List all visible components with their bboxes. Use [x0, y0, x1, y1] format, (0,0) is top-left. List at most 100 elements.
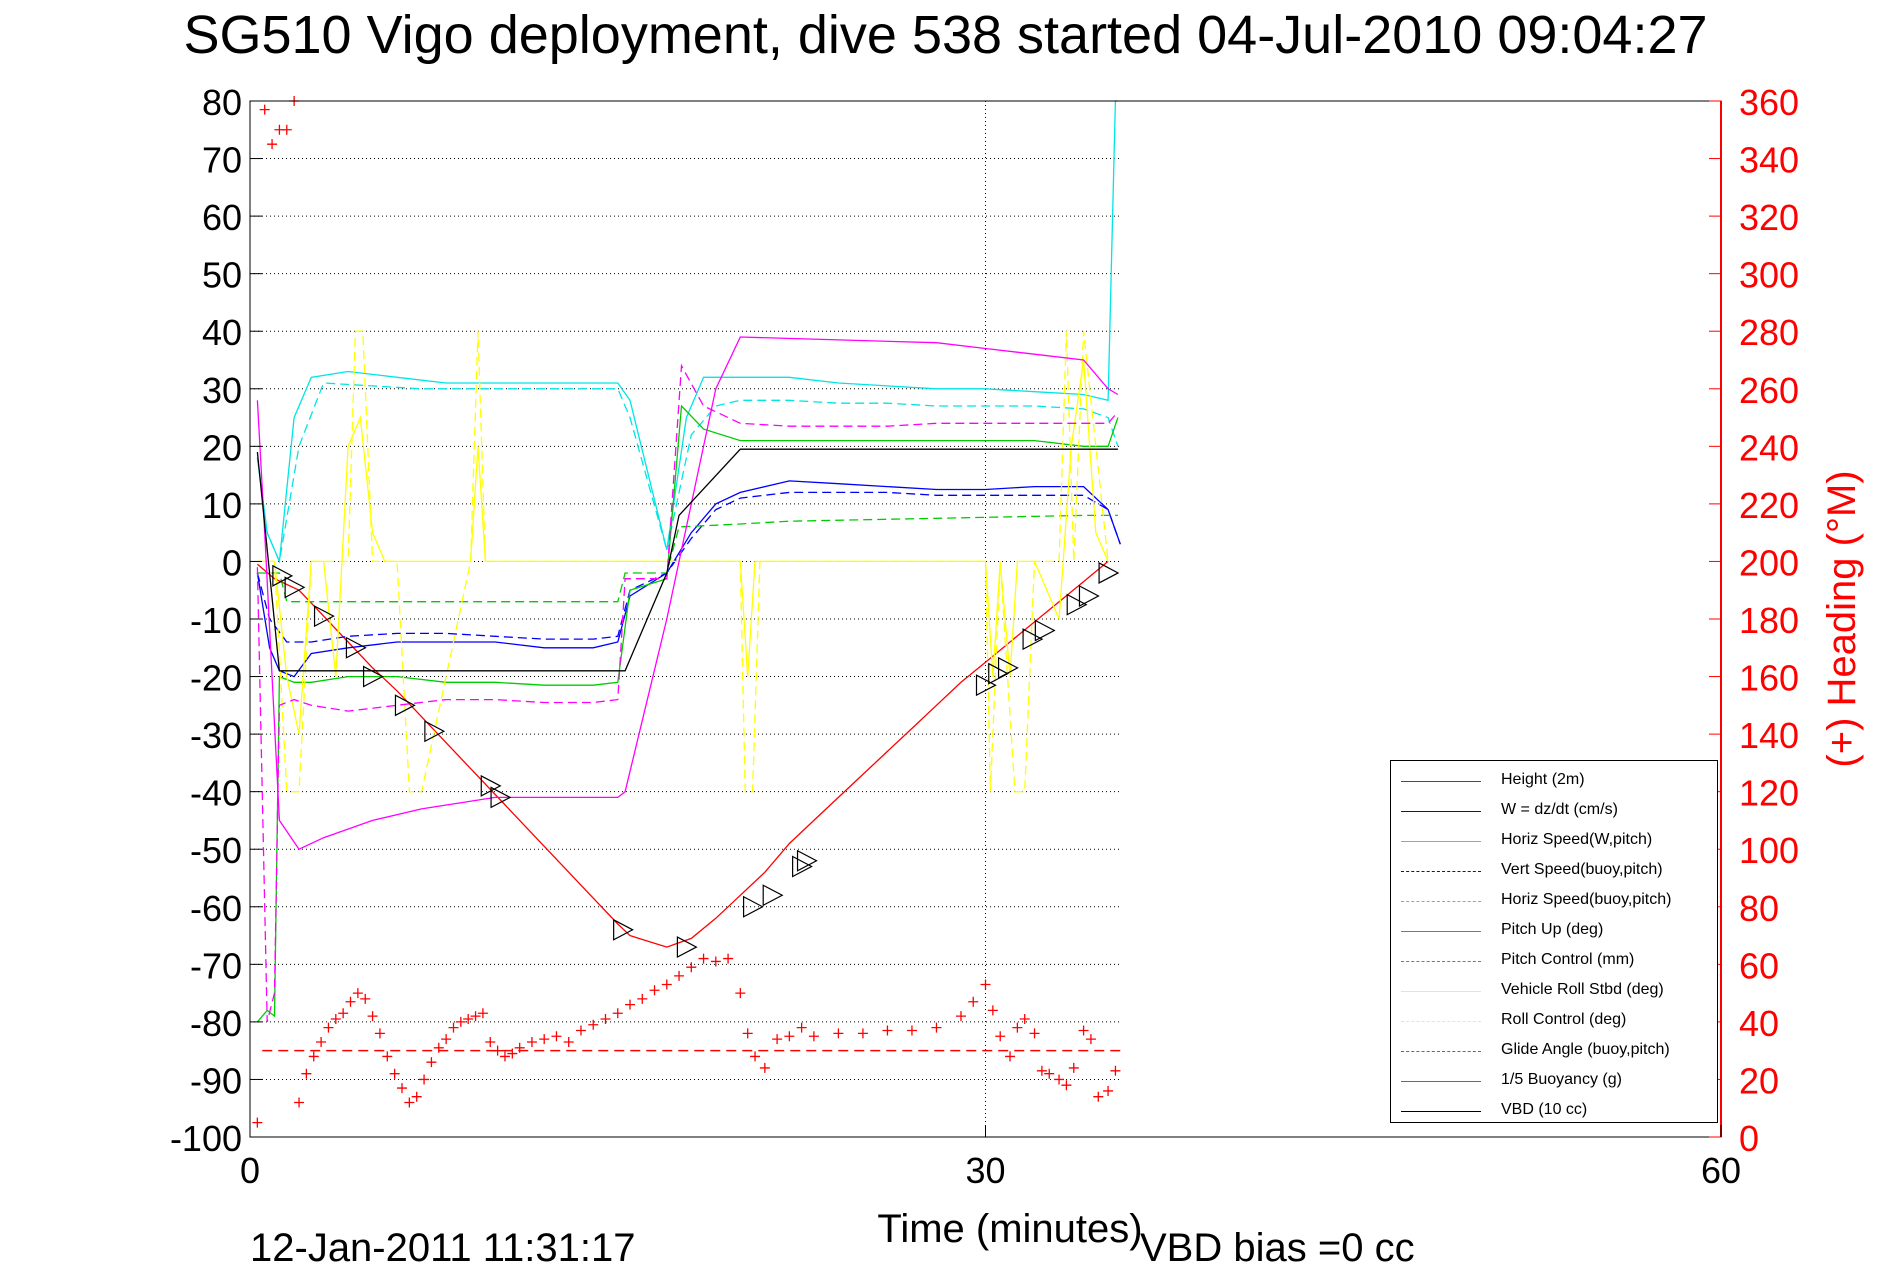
legend-entry: VBD (10 cc) [1391, 1097, 1717, 1127]
heading-point [1019, 1014, 1030, 1025]
heading-point [723, 953, 734, 964]
triangle-marker [424, 720, 446, 743]
y-tick-label: 40 [202, 312, 242, 353]
heading-point [448, 1022, 459, 1033]
y2-tick-label: 60 [1739, 945, 1779, 986]
y-tick-label: -10 [190, 600, 242, 641]
legend-entry: Vert Speed(buoy,pitch) [1391, 857, 1717, 887]
heading-point [882, 1025, 893, 1036]
heading-point [323, 1022, 334, 1033]
legend-entry: Glide Angle (buoy,pitch) [1391, 1037, 1717, 1067]
heading-point [526, 1037, 537, 1048]
legend-label: Pitch Up (deg) [1501, 921, 1604, 938]
series-line-10 [256, 336, 1119, 851]
heading-point [551, 1031, 562, 1042]
legend-swatch [1401, 1081, 1481, 1082]
heading-point [995, 1031, 1006, 1042]
y2-tick-label: 160 [1739, 658, 1799, 699]
series-line-9 [256, 363, 1119, 1023]
heading-point [796, 1022, 807, 1033]
legend-label: 1/5 Buoyancy (g) [1501, 1071, 1622, 1088]
legend-swatch [1401, 901, 1481, 902]
heading-point [987, 1005, 998, 1016]
heading-point [389, 1068, 400, 1079]
triangle-marker [1066, 593, 1088, 616]
heading-point [906, 1025, 917, 1036]
y-tick-label: -50 [190, 830, 242, 871]
heading-point [980, 979, 991, 990]
axes: -100-90-80-70-60-50-40-30-20-10010203040… [170, 82, 1864, 1251]
footer-vbd-bias: VBD bias =0 cc [1140, 1226, 1415, 1270]
legend-swatch [1401, 961, 1481, 962]
heading-point [857, 1028, 868, 1039]
y-tick-label: 80 [202, 82, 242, 123]
triangle-marker [676, 936, 698, 959]
heading-point [485, 1037, 496, 1048]
legend-label: Pitch Control (mm) [1501, 951, 1635, 968]
series-line-0 [256, 560, 1109, 948]
legend-label: Vehicle Roll Stbd (deg) [1501, 981, 1664, 998]
y-tick-label: -20 [190, 658, 242, 699]
heading-point [1005, 1051, 1016, 1062]
heading-point [514, 1042, 525, 1053]
y-tick-label: 10 [202, 485, 242, 526]
triangle-marker [313, 605, 335, 628]
legend-entry: Horiz Speed(W,pitch) [1391, 827, 1717, 857]
triangle-markers [272, 561, 1120, 959]
series-line-11 [256, 448, 1118, 672]
y2-tick-label: 340 [1739, 140, 1799, 181]
legend-entry: W = dz/dt (cm/s) [1391, 797, 1717, 827]
legend-entry: Pitch Up (deg) [1391, 917, 1717, 947]
triangle-marker [762, 884, 784, 907]
triangle-marker [997, 656, 1019, 679]
series-line-5 [256, 404, 1119, 1023]
heading-point [426, 1057, 437, 1068]
legend-entry: 1/5 Buoyancy (g) [1391, 1067, 1717, 1097]
triangle-marker [1078, 584, 1100, 607]
triangle-marker [284, 576, 306, 599]
x-tick-label: 60 [1701, 1150, 1741, 1191]
heading-point [649, 985, 660, 996]
heading-point [1068, 1062, 1079, 1073]
heading-point [492, 1045, 503, 1056]
legend-entry: Roll Control (deg) [1391, 1007, 1717, 1037]
triangle-marker [1034, 619, 1056, 642]
heading-point [1061, 1080, 1072, 1091]
legend-swatch [1401, 781, 1481, 782]
y-tick-label: 20 [202, 427, 242, 468]
legend-swatch [1401, 841, 1481, 842]
series-layer [256, 100, 1121, 1023]
heading-point [742, 1028, 753, 1039]
heading-point [612, 1008, 623, 1019]
chart-title: SG510 Vigo deployment, dive 538 started … [183, 5, 1708, 65]
legend-label: Glide Angle (buoy,pitch) [1501, 1041, 1670, 1058]
y2-tick-label: 120 [1739, 773, 1799, 814]
heading-point [1103, 1085, 1114, 1096]
heading-point [698, 953, 709, 964]
triangle-marker [792, 855, 813, 878]
heading-point [588, 1019, 599, 1030]
heading-point [1078, 1025, 1089, 1036]
heading-point [455, 1016, 466, 1027]
triangle-marker [796, 849, 818, 872]
legend-swatch [1401, 1111, 1481, 1112]
heading-point [252, 1117, 263, 1128]
heading-point [1054, 1074, 1065, 1085]
heading-point [600, 1014, 611, 1025]
y-tick-label: -90 [190, 1060, 242, 1101]
heading-point [404, 1097, 415, 1108]
heading-point [411, 1091, 422, 1102]
footer-date: 12-Jan-2011 11:31:17 [250, 1226, 636, 1270]
series-line-6 [257, 514, 1118, 603]
triangle-marker [613, 918, 634, 941]
y-tick-label: 50 [202, 255, 242, 296]
heading-point [968, 996, 979, 1007]
heading-point [637, 993, 648, 1004]
heading-point [1110, 1065, 1121, 1076]
legend-label: Horiz Speed(W,pitch) [1501, 831, 1653, 848]
triangle-marker [742, 895, 764, 918]
legend-label: Height (2m) [1501, 771, 1585, 788]
heading-point [360, 993, 371, 1004]
heading-point [259, 104, 270, 115]
